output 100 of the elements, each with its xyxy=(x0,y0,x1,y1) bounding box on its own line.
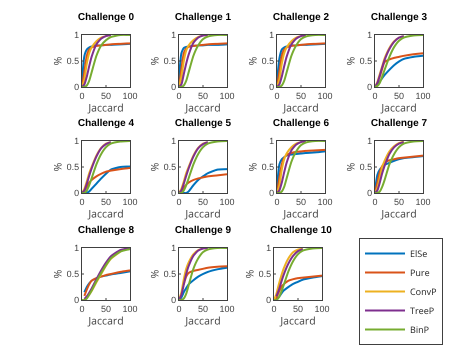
line-series xyxy=(375,35,405,87)
line-series xyxy=(179,35,209,87)
legend-label: TreeP xyxy=(410,304,434,318)
x-tick-label: 50 xyxy=(100,90,112,101)
y-axis-title: % xyxy=(344,56,359,66)
line-series xyxy=(375,35,423,87)
x-tick-label: 100 xyxy=(415,196,431,207)
x-tick-label: 100 xyxy=(317,90,333,101)
x-tick-label: 50 xyxy=(198,304,208,314)
y-tick-label: 0 xyxy=(367,188,372,198)
y-tick-label: 0.5 xyxy=(164,56,176,66)
chart-title: Challenge 7 xyxy=(370,118,428,129)
y-tick-label: 1 xyxy=(269,30,274,40)
x-tick-label: 50 xyxy=(296,196,306,207)
chart-title: Challenge 1 xyxy=(174,12,232,23)
legend-label: Pure xyxy=(410,266,430,280)
y-axis-title: % xyxy=(246,56,261,66)
y-tick-label: 1 xyxy=(266,243,272,254)
line-series xyxy=(82,141,130,193)
line-series xyxy=(375,141,423,193)
y-axis-title: % xyxy=(148,162,163,172)
y-tick-label: 1 xyxy=(74,30,80,40)
y-tick-label: 0.5 xyxy=(262,56,274,66)
y-axis-title: % xyxy=(244,269,258,278)
y-axis-title: % xyxy=(52,56,66,66)
x-tick-label: 100 xyxy=(122,304,138,314)
y-tick-label: 0.5 xyxy=(258,269,272,280)
y-tick-label: 0 xyxy=(171,82,176,92)
y-tick-label: 1 xyxy=(171,243,176,254)
line-series xyxy=(277,141,307,193)
y-tick-label: 0 xyxy=(171,295,176,306)
x-tick-label: 100 xyxy=(219,196,235,207)
chart-title: Challenge 10 xyxy=(270,225,332,236)
y-tick-label: 0 xyxy=(269,82,274,92)
x-tick-label: 50 xyxy=(100,304,112,314)
x-axis-title: Jaccard xyxy=(184,208,221,222)
x-tick-label: 100 xyxy=(219,90,235,101)
y-axis-title: % xyxy=(344,162,359,172)
x-tick-label: 50 xyxy=(296,90,306,101)
legend-label: ElSe xyxy=(410,247,428,260)
x-axis-title: Jaccard xyxy=(380,208,417,222)
y-tick-label: 0.5 xyxy=(360,162,372,172)
x-tick-label: 100 xyxy=(314,304,330,314)
chart-title: Challenge 4 xyxy=(78,118,134,129)
x-axis-title: Jaccard xyxy=(87,208,124,222)
y-axis-title: % xyxy=(148,269,163,278)
line-series xyxy=(179,141,227,193)
y-tick-label: 1 xyxy=(171,136,176,146)
y-axis-title: % xyxy=(246,162,261,172)
line-series xyxy=(277,35,307,87)
x-tick-label: 100 xyxy=(415,90,431,101)
y-tick-label: 0.5 xyxy=(262,162,274,172)
y-tick-label: 0 xyxy=(171,188,176,198)
y-axis-title: % xyxy=(148,56,163,66)
line-series xyxy=(82,141,112,193)
x-axis-title: Jaccard xyxy=(87,314,124,329)
line-series xyxy=(274,248,322,300)
x-axis-title: Jaccard xyxy=(184,314,221,329)
chart-title: Challenge 0 xyxy=(78,12,134,23)
chart-title: Challenge 8 xyxy=(78,225,134,236)
y-tick-label: 1 xyxy=(74,243,80,254)
y-tick-label: 1 xyxy=(367,30,372,40)
x-tick-label: 100 xyxy=(317,196,333,207)
y-tick-label: 0 xyxy=(266,295,272,306)
line-series xyxy=(179,43,227,80)
x-axis-title: Jaccard xyxy=(282,208,319,222)
y-tick-label: 1 xyxy=(269,136,274,146)
y-tick-label: 0.5 xyxy=(66,56,80,66)
x-tick-label: 50 xyxy=(198,90,208,101)
y-axis-title: % xyxy=(52,162,66,172)
x-axis-title: Jaccard xyxy=(87,102,124,116)
chart-title: Challenge 6 xyxy=(272,118,330,129)
y-tick-label: 0.5 xyxy=(164,162,176,172)
y-tick-label: 1 xyxy=(367,136,372,146)
y-tick-label: 0 xyxy=(74,295,80,306)
chart-title: Challenge 9 xyxy=(174,225,232,236)
line-series xyxy=(179,248,227,300)
y-tick-label: 0.5 xyxy=(66,269,80,280)
legend-label: BinP xyxy=(410,323,430,336)
x-axis-title: Jaccard xyxy=(184,102,221,116)
line-series xyxy=(375,141,405,193)
y-axis-title: % xyxy=(52,269,66,278)
chart-title: Challenge 3 xyxy=(370,12,428,23)
x-tick-label: 50 xyxy=(100,196,112,207)
line-series xyxy=(82,35,112,87)
y-tick-label: 0 xyxy=(269,188,274,198)
chart-title: Challenge 5 xyxy=(174,118,232,129)
legend-label: ConvP xyxy=(410,285,437,298)
x-tick-label: 50 xyxy=(292,304,304,314)
x-axis-title: Jaccard xyxy=(279,314,316,329)
x-tick-label: 50 xyxy=(394,196,404,207)
x-axis-title: Jaccard xyxy=(380,102,417,116)
y-tick-label: 0.5 xyxy=(164,269,176,280)
y-tick-label: 1 xyxy=(171,30,176,40)
y-tick-label: 0 xyxy=(367,82,372,92)
y-tick-label: 0 xyxy=(74,82,80,92)
x-tick-label: 100 xyxy=(122,196,138,207)
x-tick-label: 100 xyxy=(122,90,138,101)
x-tick-label: 50 xyxy=(198,196,208,207)
y-tick-label: 0.5 xyxy=(360,56,372,66)
